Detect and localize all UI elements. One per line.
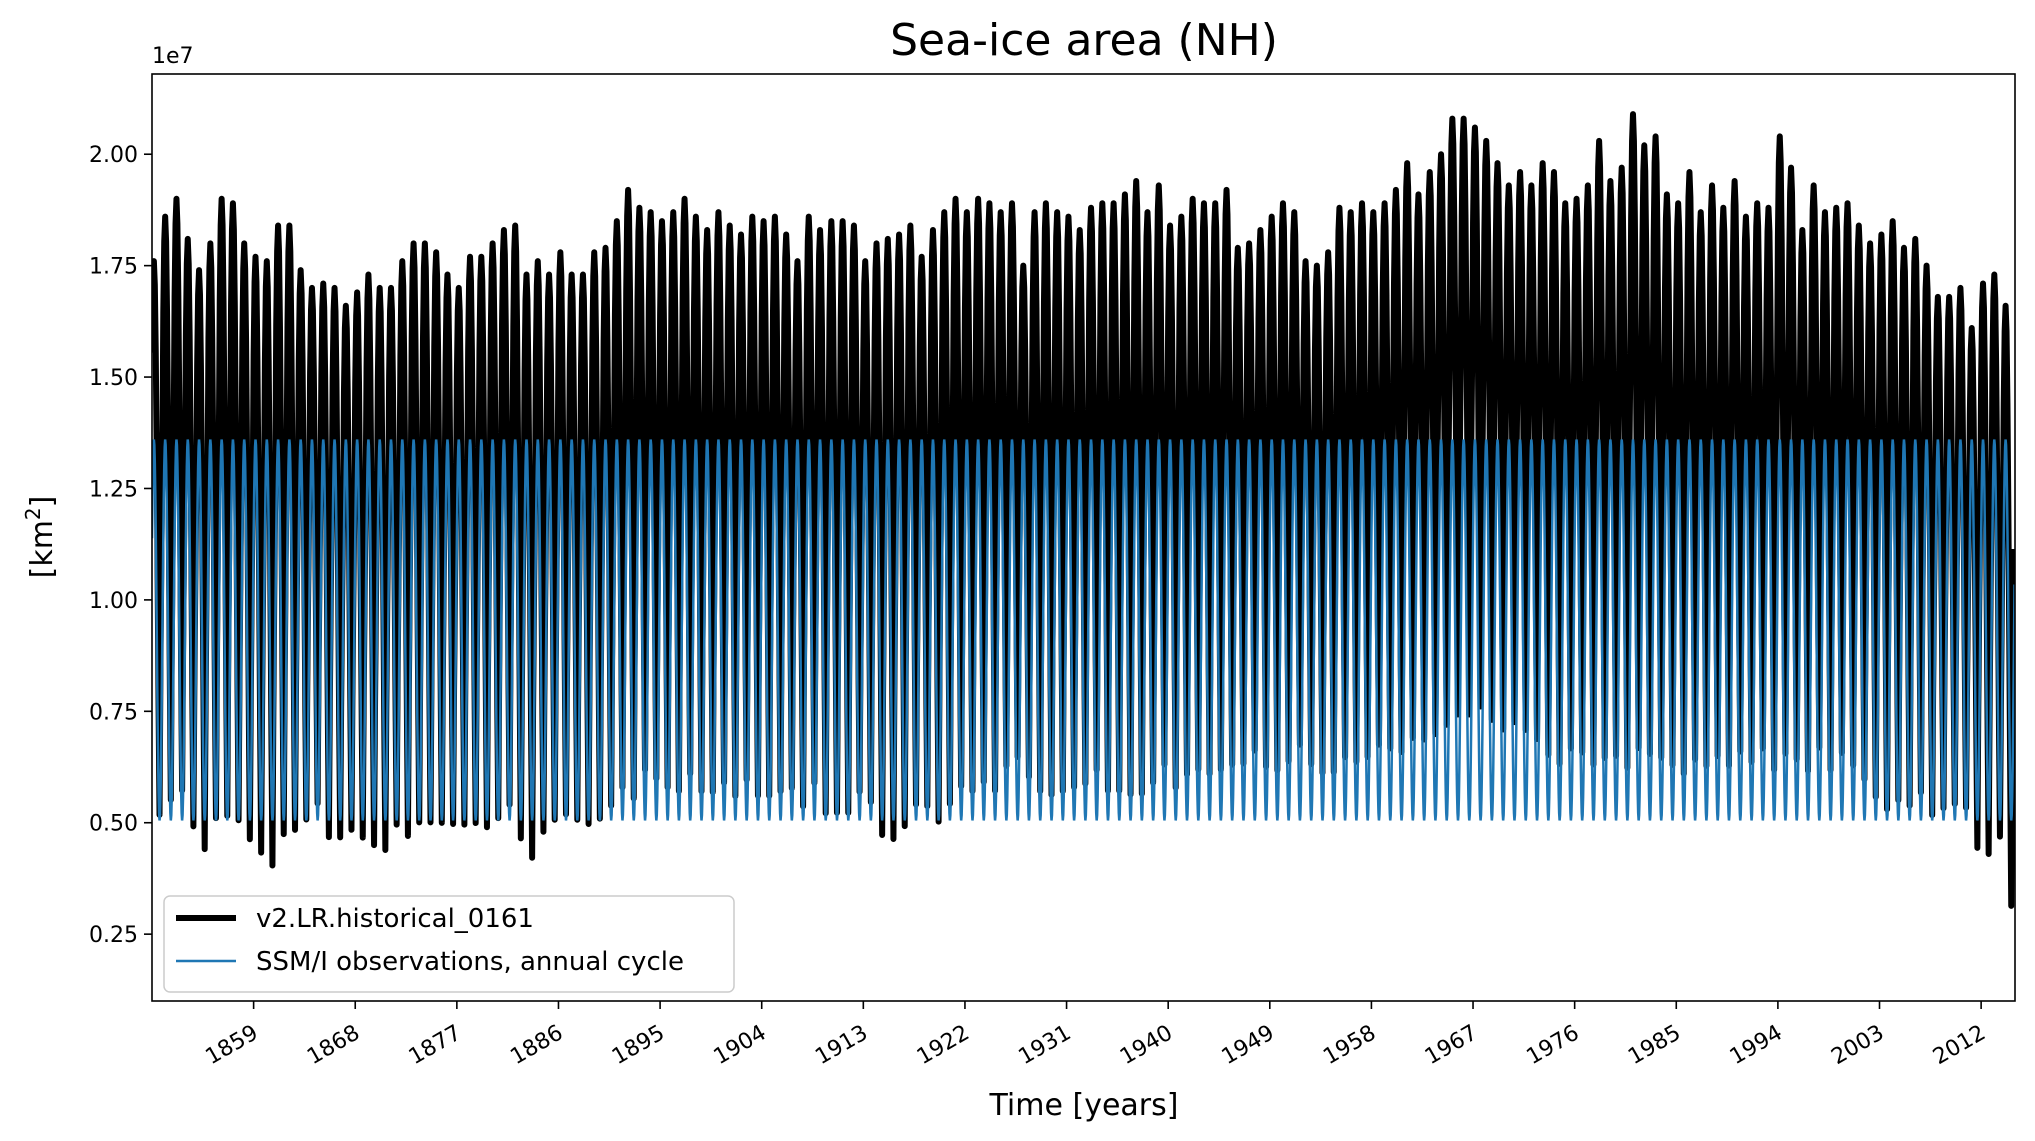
legend-label-model: v2.LR.historical_0161 <box>256 904 534 934</box>
y-axis-label: [km2] <box>21 496 60 579</box>
x-tick-label: 1940 <box>1116 1020 1177 1070</box>
x-tick-label: 1949 <box>1218 1020 1279 1070</box>
x-tick-label: 1913 <box>811 1020 872 1070</box>
y-axis-label-superscript: 2 <box>21 507 45 520</box>
y-tick-label: 0.75 <box>89 700 138 725</box>
legend: v2.LR.historical_0161 SSM/I observations… <box>163 895 735 993</box>
x-tick-label: 1985 <box>1624 1020 1685 1070</box>
x-tick-label: 1895 <box>608 1020 669 1070</box>
x-tick-label: 1886 <box>506 1020 567 1070</box>
x-tick-label: 2003 <box>1827 1020 1888 1070</box>
x-tick-label: 1931 <box>1014 1020 1075 1070</box>
x-tick-label: 1904 <box>710 1020 771 1070</box>
x-tick-label: 1967 <box>1421 1020 1482 1070</box>
y-tick-label: 0.25 <box>89 923 138 948</box>
chart-title: Sea-ice area (NH) <box>890 15 1278 66</box>
legend-box <box>163 895 735 993</box>
x-axis-label: Time [years] <box>989 1088 1179 1123</box>
x-axis: 1859 1868 1877 1886 1895 1904 1913 1922 1931 1940… <box>201 1001 1990 1070</box>
x-tick-label: 1994 <box>1726 1020 1787 1070</box>
x-tick-label: 2012 <box>1929 1020 1990 1070</box>
y-tick-label: 1.25 <box>89 477 138 502</box>
y-axis: 0.25 0.50 0.75 1.00 1.25 1.50 1.75 2.00 <box>89 143 152 948</box>
x-tick-label: 1976 <box>1523 1020 1584 1070</box>
series-line-observations <box>152 439 2015 821</box>
y-tick-label: 1.00 <box>89 589 138 614</box>
y-axis-label-close: ] <box>25 496 60 508</box>
legend-label-observations: SSM/I observations, annual cycle <box>256 947 684 977</box>
y-tick-label: 0.50 <box>89 812 138 837</box>
y-offset-label: 1e7 <box>152 44 194 69</box>
series-layer <box>152 111 2015 909</box>
x-tick-label: 1958 <box>1319 1020 1380 1070</box>
y-axis-label-main: [km <box>25 520 60 578</box>
x-tick-label: 1868 <box>303 1020 364 1070</box>
y-tick-label: 1.50 <box>89 366 138 391</box>
y-tick-label: 2.00 <box>89 143 138 168</box>
plot-frame <box>151 73 2016 1002</box>
x-tick-label: 1922 <box>913 1020 974 1070</box>
y-tick-label: 1.75 <box>89 255 138 280</box>
x-tick-label: 1859 <box>201 1020 262 1070</box>
x-tick-label: 1877 <box>405 1020 466 1070</box>
